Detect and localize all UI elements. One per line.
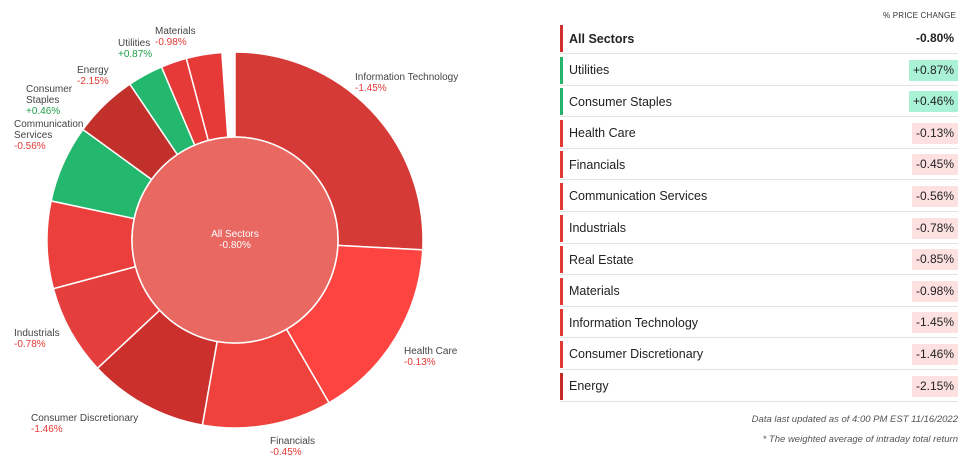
table-rows: Utilities +0.87% Consumer Staples +0.46% Hea… [560, 56, 958, 402]
row-value: -1.45% [911, 312, 958, 334]
row-name: Energy [569, 379, 609, 394]
slice-label-health-care: Health Care -0.13% [404, 346, 458, 368]
row-name: Utilities [569, 63, 610, 78]
table-row[interactable]: Communication Services -0.56% [560, 182, 958, 212]
center-label: All Sectors -0.80% [185, 229, 285, 251]
slice-label-energy: Energy -2.15% [77, 65, 109, 87]
sector-donut-chart: All Sectors -0.80% Materials -0.98% Util… [14, 26, 459, 458]
table-row[interactable]: Information Technology -1.45% [560, 308, 958, 339]
row-name: All Sectors [569, 31, 635, 46]
center-label-name: All Sectors [211, 229, 259, 240]
row-name: Real Estate [569, 252, 634, 267]
row-color-bar [560, 246, 563, 274]
row-color-bar [560, 25, 563, 52]
row-value: +0.46% [908, 91, 958, 113]
slice-label-information-technology: Information Technology -1.45% [355, 72, 459, 94]
donut-svg [46, 51, 424, 429]
table-row[interactable]: Energy -2.15% [560, 372, 958, 402]
row-value: -1.46% [911, 343, 958, 365]
row-value: -0.45% [911, 154, 958, 176]
table-row[interactable]: Industrials -0.78% [560, 214, 958, 244]
row-name: Communication Services [569, 189, 708, 204]
row-value: -0.98% [911, 280, 958, 302]
row-name: Consumer Staples [569, 94, 672, 109]
row-name: Health Care [569, 126, 636, 141]
row-color-bar [560, 88, 563, 116]
table-row[interactable]: Financials -0.45% [560, 150, 958, 181]
row-name: Information Technology [569, 315, 699, 330]
slice-label-communication-services: Communication Services -0.56% [14, 119, 84, 152]
row-name: Industrials [569, 221, 626, 236]
row-name: Materials [569, 284, 620, 299]
row-value: -0.85% [911, 249, 958, 271]
slice-label-consumer-discretionary: Consumer Discretionary -1.46% [31, 413, 139, 435]
donut-center[interactable] [131, 136, 339, 344]
table-row[interactable]: Real Estate -0.85% [560, 245, 958, 276]
slice-label-utilities: Utilities +0.87% [118, 38, 153, 60]
row-color-bar [560, 309, 563, 337]
row-color-bar [560, 119, 563, 147]
row-value: -0.56% [911, 185, 958, 207]
row-name: Consumer Discretionary [569, 347, 704, 362]
table-row-all-sectors[interactable]: All Sectors -0.80% [560, 24, 958, 54]
table-row[interactable]: Consumer Staples +0.46% [560, 87, 958, 118]
table-row[interactable]: Materials -0.98% [560, 277, 958, 307]
table-row[interactable]: Utilities +0.87% [560, 56, 958, 86]
table-row[interactable]: Consumer Discretionary -1.46% [560, 340, 958, 370]
slice-label-materials: Materials -0.98% [155, 26, 196, 48]
row-value: -0.13% [911, 122, 958, 144]
row-color-bar [560, 182, 563, 210]
row-color-bar [560, 214, 563, 242]
sector-table: % PRICE CHANGE All Sectors -0.80% Utilit… [560, 8, 958, 445]
column-header-price-change: % PRICE CHANGE [882, 11, 956, 20]
row-color-bar [560, 151, 563, 179]
row-color-bar [560, 340, 563, 368]
slice-label-consumer-staples: Consumer Staples +0.46% [26, 84, 73, 117]
updated-note: Data last updated as of 4:00 PM EST 11/1… [751, 413, 958, 425]
slice-label-industrials: Industrials -0.78% [14, 328, 60, 350]
row-value: -0.78% [911, 217, 958, 239]
center-label-value: -0.80% [219, 240, 251, 251]
slice-label-financials: Financials -0.45% [270, 436, 316, 458]
row-value: -0.80% [915, 31, 954, 45]
row-value: -2.15% [911, 375, 958, 397]
row-color-bar [560, 372, 563, 400]
weighted-note: * The weighted average of intraday total… [762, 433, 958, 445]
row-name: Financials [569, 157, 626, 172]
row-color-bar [560, 277, 563, 305]
table-row[interactable]: Health Care -0.13% [560, 119, 958, 149]
row-color-bar [560, 56, 563, 84]
row-value: +0.87% [908, 59, 958, 81]
